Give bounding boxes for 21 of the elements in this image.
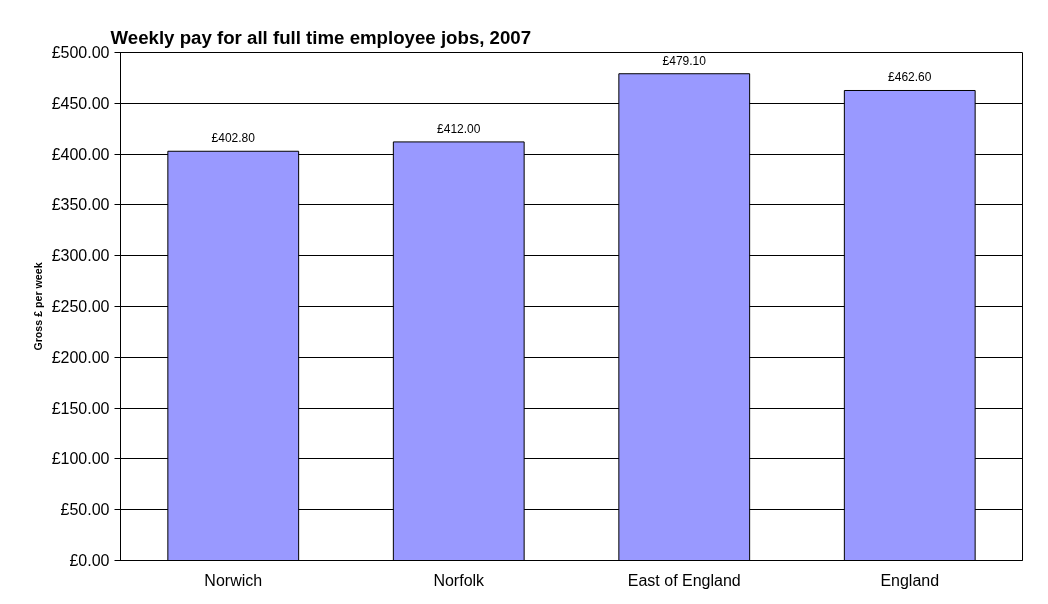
x-tick-label: East of England	[627, 571, 741, 589]
y-tick-label: £150.00	[51, 399, 110, 417]
y-tick-label: £200.00	[51, 348, 110, 366]
data-label: £402.80	[211, 131, 256, 146]
data-label: £479.10	[662, 53, 707, 68]
y-tick-label: £100.00	[51, 450, 110, 468]
chart-title: Weekly pay for all full time employee jobs, 2007	[110, 26, 532, 48]
y-tick-label: £350.00	[51, 196, 110, 214]
data-label: £462.60	[888, 70, 932, 85]
y-tick-label: £450.00	[51, 94, 110, 112]
x-tick-label: Norwich	[204, 571, 263, 589]
y-tick-label: £0.00	[69, 552, 110, 569]
y-tick-label: £250.00	[51, 298, 110, 315]
data-label: £412.00	[437, 121, 481, 136]
y-tick-label: £300.00	[51, 247, 110, 265]
y-tick-label: £400.00	[51, 145, 110, 163]
x-tick-label: England	[880, 571, 940, 589]
x-tick-label: Norfolk	[433, 571, 486, 589]
y-tick-label: £50.00	[60, 501, 110, 519]
y-tick-label: £500.00	[51, 44, 110, 61]
y-axis-title: Gross £ per week	[31, 262, 44, 351]
